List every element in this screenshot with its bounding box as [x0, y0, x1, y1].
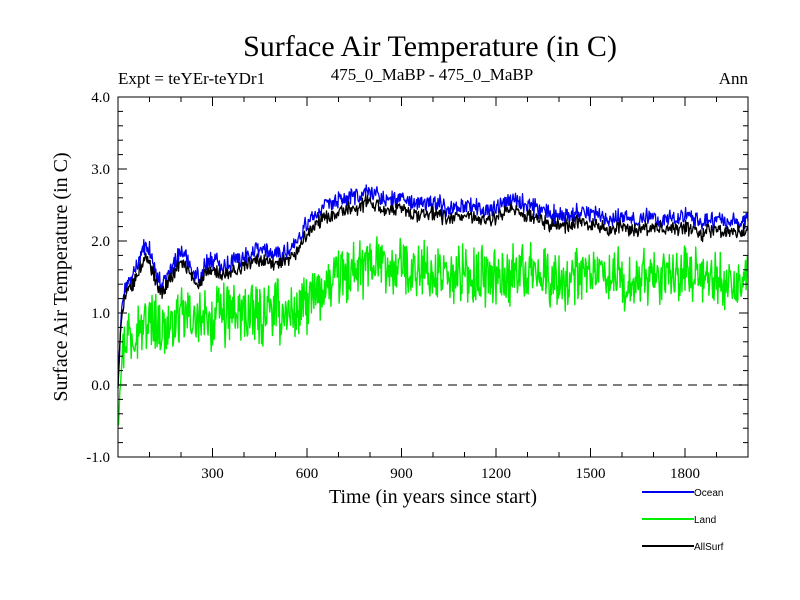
y-tick-label: 2.0 — [91, 234, 110, 250]
chart-subtitle-center: 475_0_MaBP - 475_0_MaBP — [331, 65, 533, 84]
y-axis-label: Surface Air Temperature (in C) — [50, 152, 72, 401]
y-tick-label: 4.0 — [91, 90, 110, 106]
legend: Ocean Land AllSurf — [642, 488, 724, 553]
axis-ticks: 300 600 900 1200 1500 1800 -1.0 0.0 1.0 2.0 3.0 4.0 — [86, 90, 748, 482]
chart-title: Surface Air Temperature (in C) — [243, 30, 617, 63]
plot-content — [117, 184, 749, 426]
chart-subtitle-right: Ann — [719, 69, 749, 88]
x-tick-label: 300 — [201, 466, 224, 482]
series-line-allsurf — [117, 194, 749, 389]
legend-label-allsurf: AllSurf — [694, 542, 724, 553]
x-tick-label: 1200 — [481, 466, 511, 482]
y-tick-label: 3.0 — [91, 162, 110, 178]
x-tick-label: 600 — [296, 466, 319, 482]
x-tick-label: 1800 — [670, 466, 700, 482]
x-tick-label: 900 — [390, 466, 413, 482]
x-tick-label: 1500 — [576, 466, 606, 482]
legend-label-ocean: Ocean — [694, 488, 723, 499]
y-tick-label: 0.0 — [91, 378, 110, 394]
y-tick-label: -1.0 — [86, 450, 110, 466]
legend-label-land: Land — [694, 515, 716, 526]
y-tick-label: 1.0 — [91, 306, 110, 322]
series-line-land — [117, 236, 749, 426]
x-axis-label: Time (in years since start) — [329, 486, 537, 508]
chart-subtitle-left: Expt = teYEr-teYDr1 — [118, 69, 265, 88]
